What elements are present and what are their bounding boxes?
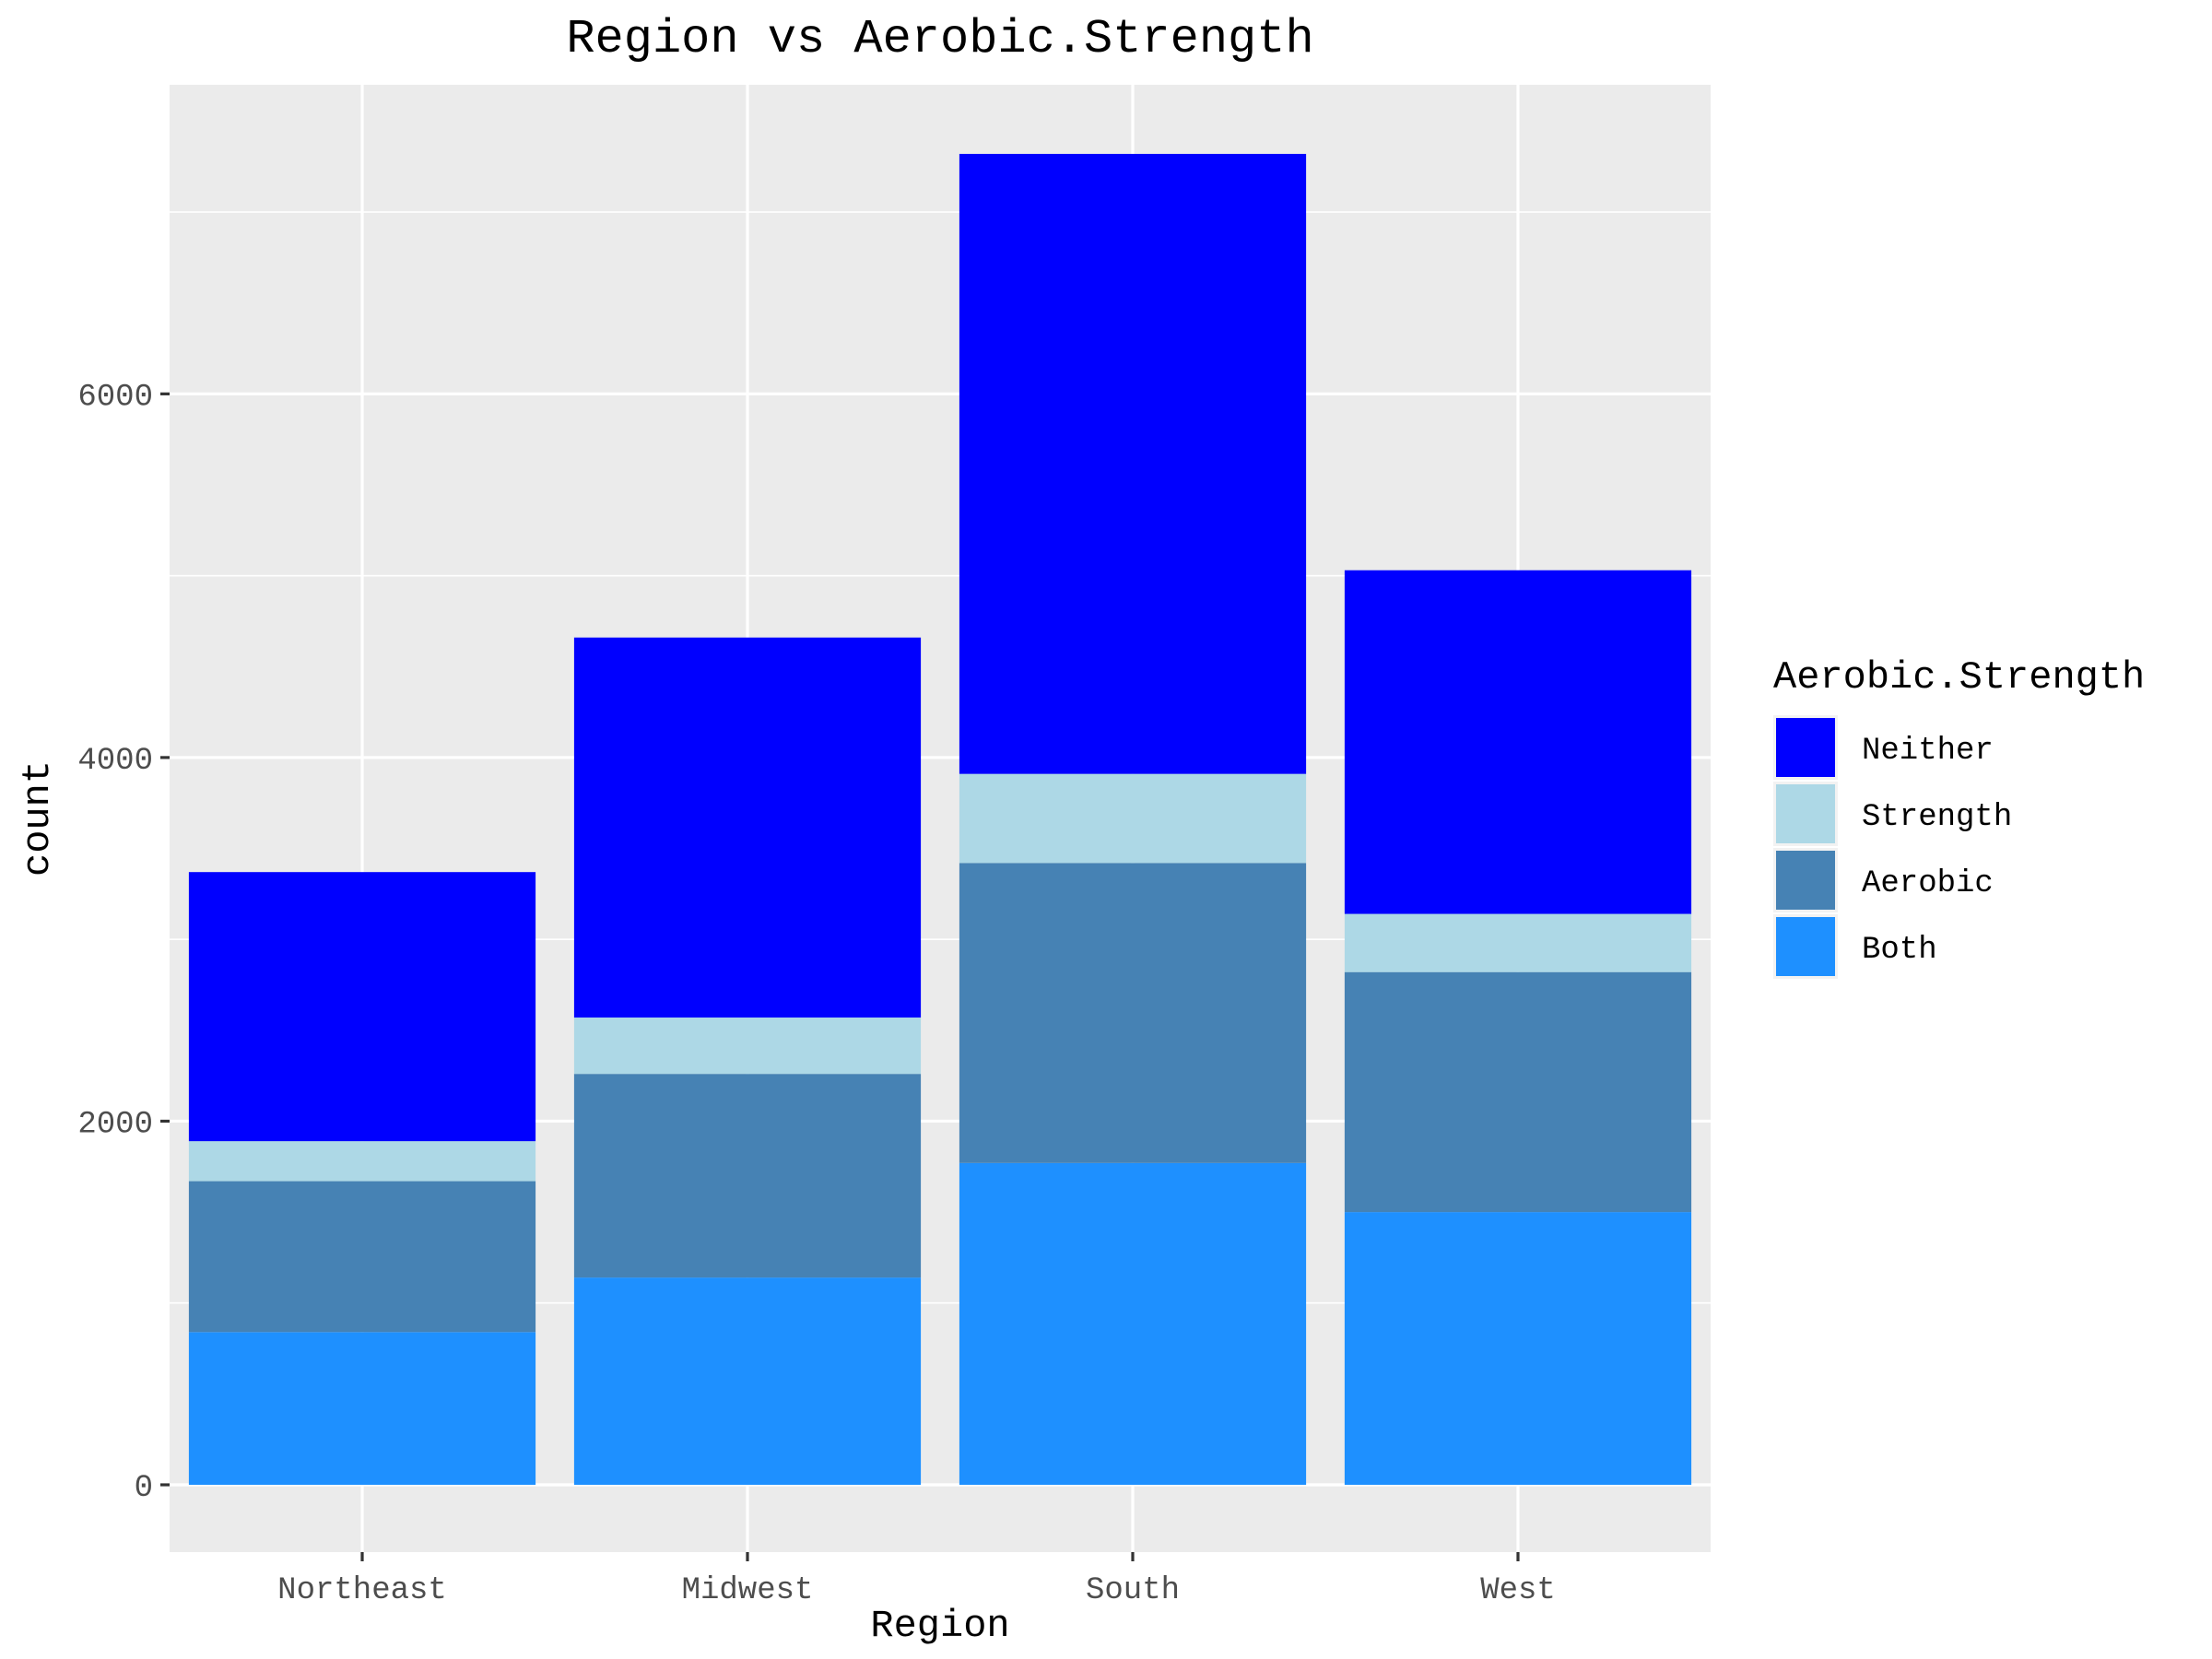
bar-midwest-strength: Midwest / Strength: 310	[573, 1018, 922, 1075]
y-tick-label: 2000	[77, 1107, 153, 1142]
bar-west-both: West / Both: 1500	[1344, 1212, 1692, 1486]
bar-west-strength: West / Strength: 320	[1344, 913, 1692, 972]
bar-midwest-aerobic: Midwest / Aerobic: 1120	[573, 1074, 922, 1278]
bar-south-neither: South / Neither: 3410	[959, 153, 1307, 774]
bar-west-neither: West / Neither: 1890	[1344, 570, 1692, 914]
legend-label-strength: Strength	[1862, 800, 2012, 835]
bar-south-both: South / Both: 1770	[959, 1162, 1307, 1486]
y-axis: 0 2000 4000 6000	[77, 380, 170, 1506]
legend-label-neither: Neither	[1862, 734, 1994, 769]
bar-midwest-both: Midwest / Both: 1140	[573, 1277, 922, 1486]
legend-label-aerobic: Aerobic	[1862, 866, 1994, 901]
x-axis: Northeast Midwest South West	[277, 1552, 1556, 1608]
y-tick-label: 0	[135, 1471, 153, 1506]
legend-swatch-aerobic	[1776, 851, 1835, 910]
legend-swatch-neither	[1776, 718, 1835, 777]
bar-south-strength: South / Strength: 490	[959, 773, 1307, 864]
y-tick-label: 4000	[77, 744, 153, 779]
x-tick-label: Midwest	[682, 1573, 814, 1608]
chart-title: Region vs Aerobic.Strength	[566, 12, 1313, 66]
y-axis-title: count	[16, 760, 60, 877]
bar-south-aerobic: South / Aerobic: 1650	[959, 863, 1307, 1163]
bar-midwest-neither: Midwest / Neither: 2090	[573, 637, 922, 1018]
bar-northeast-strength: Northeast / Strength: 220	[188, 1141, 536, 1182]
x-tick-label: South	[1086, 1573, 1180, 1608]
legend-swatch-strength	[1776, 784, 1835, 843]
legend-label-both: Both	[1862, 933, 1937, 968]
legend-title: Aerobic.Strength	[1773, 655, 2145, 700]
bar-northeast-neither: Northeast / Neither: 1480	[188, 872, 536, 1142]
legend-swatch-both	[1776, 917, 1835, 976]
y-tick-label: 6000	[77, 380, 153, 415]
bars: Northeast / Both: 840Northeast / Aerobic…	[188, 153, 1692, 1486]
x-tick-label: Northeast	[277, 1573, 447, 1608]
legend: Aerobic.Strength Neither Strength Aerobic B…	[1773, 655, 2145, 979]
x-tick-label: West	[1480, 1573, 1556, 1608]
bar-northeast-both: Northeast / Both: 840	[188, 1332, 536, 1486]
bar-northeast-aerobic: Northeast / Aerobic: 830	[188, 1181, 536, 1333]
x-axis-title: Region	[870, 1604, 1009, 1648]
bar-west-aerobic: West / Aerobic: 1320	[1344, 971, 1692, 1213]
